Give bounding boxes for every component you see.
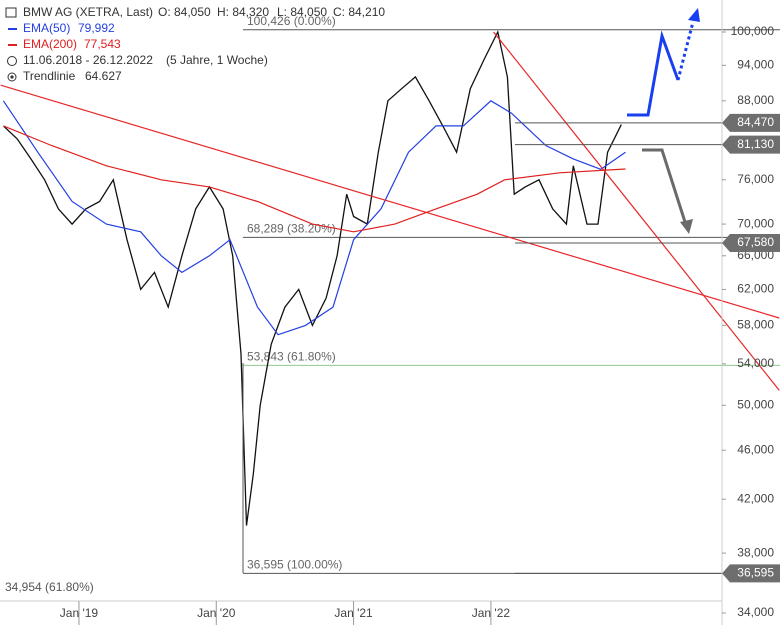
clock-icon xyxy=(7,56,17,66)
fib-label: 36,595 (100.00%) xyxy=(247,558,342,572)
x-tick-label: Jan '22 xyxy=(472,606,511,620)
header: BMW AG (XETRA, Last) O: 84,050 H: 84,320… xyxy=(5,5,385,83)
price-tag xyxy=(722,234,780,253)
y-tick-label: 50,000 xyxy=(737,397,774,411)
ema-line xyxy=(3,125,626,233)
ohlc-high: H: 84,320 xyxy=(217,5,269,19)
fib-label: 100,426 (0.00%) xyxy=(247,14,336,28)
ohlc-open: O: 84,050 xyxy=(158,5,211,19)
trendline xyxy=(0,84,780,319)
scenario-down xyxy=(642,148,687,223)
fib-label: 53,843 (61.80%) xyxy=(247,350,336,364)
price-tag-label: 84,470 xyxy=(737,115,774,129)
arrow-head xyxy=(680,219,693,234)
y-tick-label: 70,000 xyxy=(737,216,774,230)
trendline xyxy=(493,31,780,391)
price-tag-label: 36,595 xyxy=(737,566,774,580)
chart-icon xyxy=(5,7,17,18)
legend-trendline: Trendlinie xyxy=(23,69,76,83)
period: 11.06.2018 - 26.12.2022 xyxy=(23,53,153,67)
ema-line xyxy=(2,100,626,336)
y-tick-label: 34,000 xyxy=(737,605,774,619)
price-tag xyxy=(722,113,780,132)
y-tick-label: 62,000 xyxy=(737,282,774,296)
arrow-head xyxy=(688,8,700,22)
instrument-title: BMW AG (XETRA, Last) xyxy=(23,5,153,19)
trend-icon xyxy=(10,75,14,79)
price-tag-label: 67,580 xyxy=(737,235,774,249)
fib-label: 68,289 (38.20%) xyxy=(247,222,336,236)
x-tick-label: Jan '21 xyxy=(334,606,373,620)
ohlc-low: L: 84,050 xyxy=(277,5,327,19)
x-tick-label: Jan '19 xyxy=(60,606,99,620)
price-tag xyxy=(722,135,780,154)
y-tick-label: 38,000 xyxy=(737,545,774,559)
annotation: 34,954 (61.80%) xyxy=(5,580,94,594)
y-tick-label: 58,000 xyxy=(737,318,774,332)
scenario-up xyxy=(627,30,680,117)
y-tick-label: 42,000 xyxy=(737,491,774,505)
legend-trendline-value: 64.627 xyxy=(85,69,122,83)
range-label: (5 Jahre, 1 Woche) xyxy=(166,53,268,67)
legend-ema200: EMA(200) xyxy=(23,37,77,51)
y-tick-label: 76,000 xyxy=(737,172,774,186)
scenario-up-dotted xyxy=(676,21,695,81)
legend-ema50-value: 79,992 xyxy=(78,21,115,35)
ohlc-close: C: 84,210 xyxy=(333,5,385,19)
price-tag xyxy=(722,564,780,583)
y-tick-label: 94,000 xyxy=(737,57,774,71)
legend-ema200-value: 77,543 xyxy=(84,37,121,51)
y-tick-label: 88,000 xyxy=(737,93,774,107)
price-line xyxy=(2,30,622,526)
x-tick-label: Jan '20 xyxy=(197,606,236,620)
price-tag-label: 81,130 xyxy=(737,137,774,151)
y-tick-label: 46,000 xyxy=(737,442,774,456)
y-tick-label: 100,000 xyxy=(731,24,775,38)
trend-icon xyxy=(7,72,17,82)
legend-ema50: EMA(50) xyxy=(23,21,70,35)
y-tick-label: 54,000 xyxy=(737,356,774,370)
